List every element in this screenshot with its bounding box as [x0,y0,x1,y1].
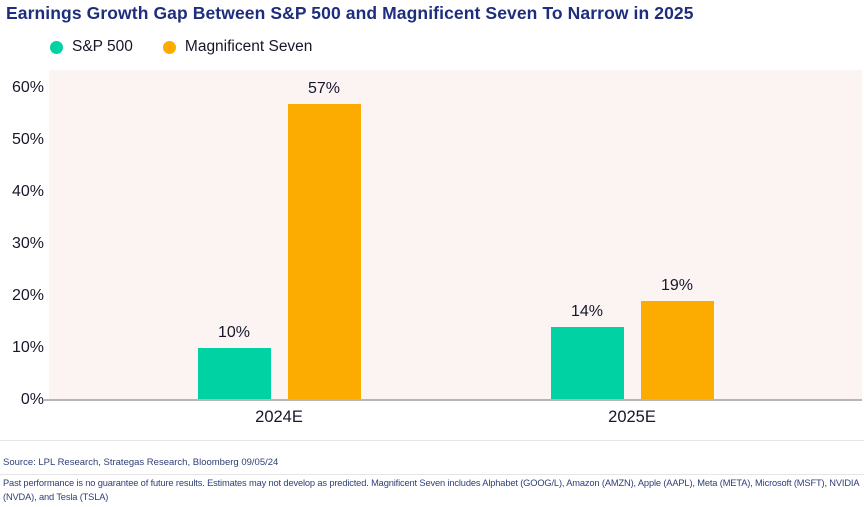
x-label-2024e: 2024E [255,408,303,426]
legend-label-magnificent-seven: Magnificent Seven [184,38,313,55]
plot-area: 10% 14% 57% 19% [49,70,862,400]
footer-divider-top [0,440,864,441]
y-tick-50: 50% [11,131,44,148]
bar-value-label-2024e-sp500: 10% [217,324,251,341]
bar-magnificent-seven-2025e [640,301,714,400]
bar-s-p-500-2024e [197,348,271,400]
chart-title: Earnings Growth Gap Between S&P 500 and … [6,3,694,23]
bar-magnificent-seven-2024e [287,104,361,400]
y-tick-60: 60% [11,79,44,96]
disclaimer-line-2: (NVDA), and Tesla (TSLA) [3,492,109,502]
legend-item-sp500: S&P 500 [50,38,133,56]
y-tick-0: 0% [20,391,44,408]
bar-value-label-2025e-sp500: 14% [570,303,604,320]
y-tick-10: 10% [11,339,44,356]
y-tick-40: 40% [11,183,44,200]
y-tick-20: 20% [11,287,44,304]
sp500-legend-dot-icon [50,40,63,54]
bar-s-p-500-2025e [550,327,624,400]
x-label-2025e: 2025E [608,408,656,426]
bar-value-label-2025e-mag7: 19% [660,277,694,294]
footer-divider-bottom [0,474,864,475]
disclaimer-line-1: Past performance is no guarantee of futu… [3,478,860,488]
bar-value-label-2024e-mag7: 57% [307,80,341,97]
source-text: Source: LPL Research, Strategas Research… [3,457,279,468]
x-axis-line [44,399,862,401]
mag7-legend-dot-icon [162,40,176,54]
legend-label-sp500: S&P 500 [72,38,133,55]
y-tick-30: 30% [11,235,44,252]
legend: S&P 500 Magnificent Seven [50,38,312,56]
legend-item-magnificent-seven: Magnificent Seven [162,38,313,56]
